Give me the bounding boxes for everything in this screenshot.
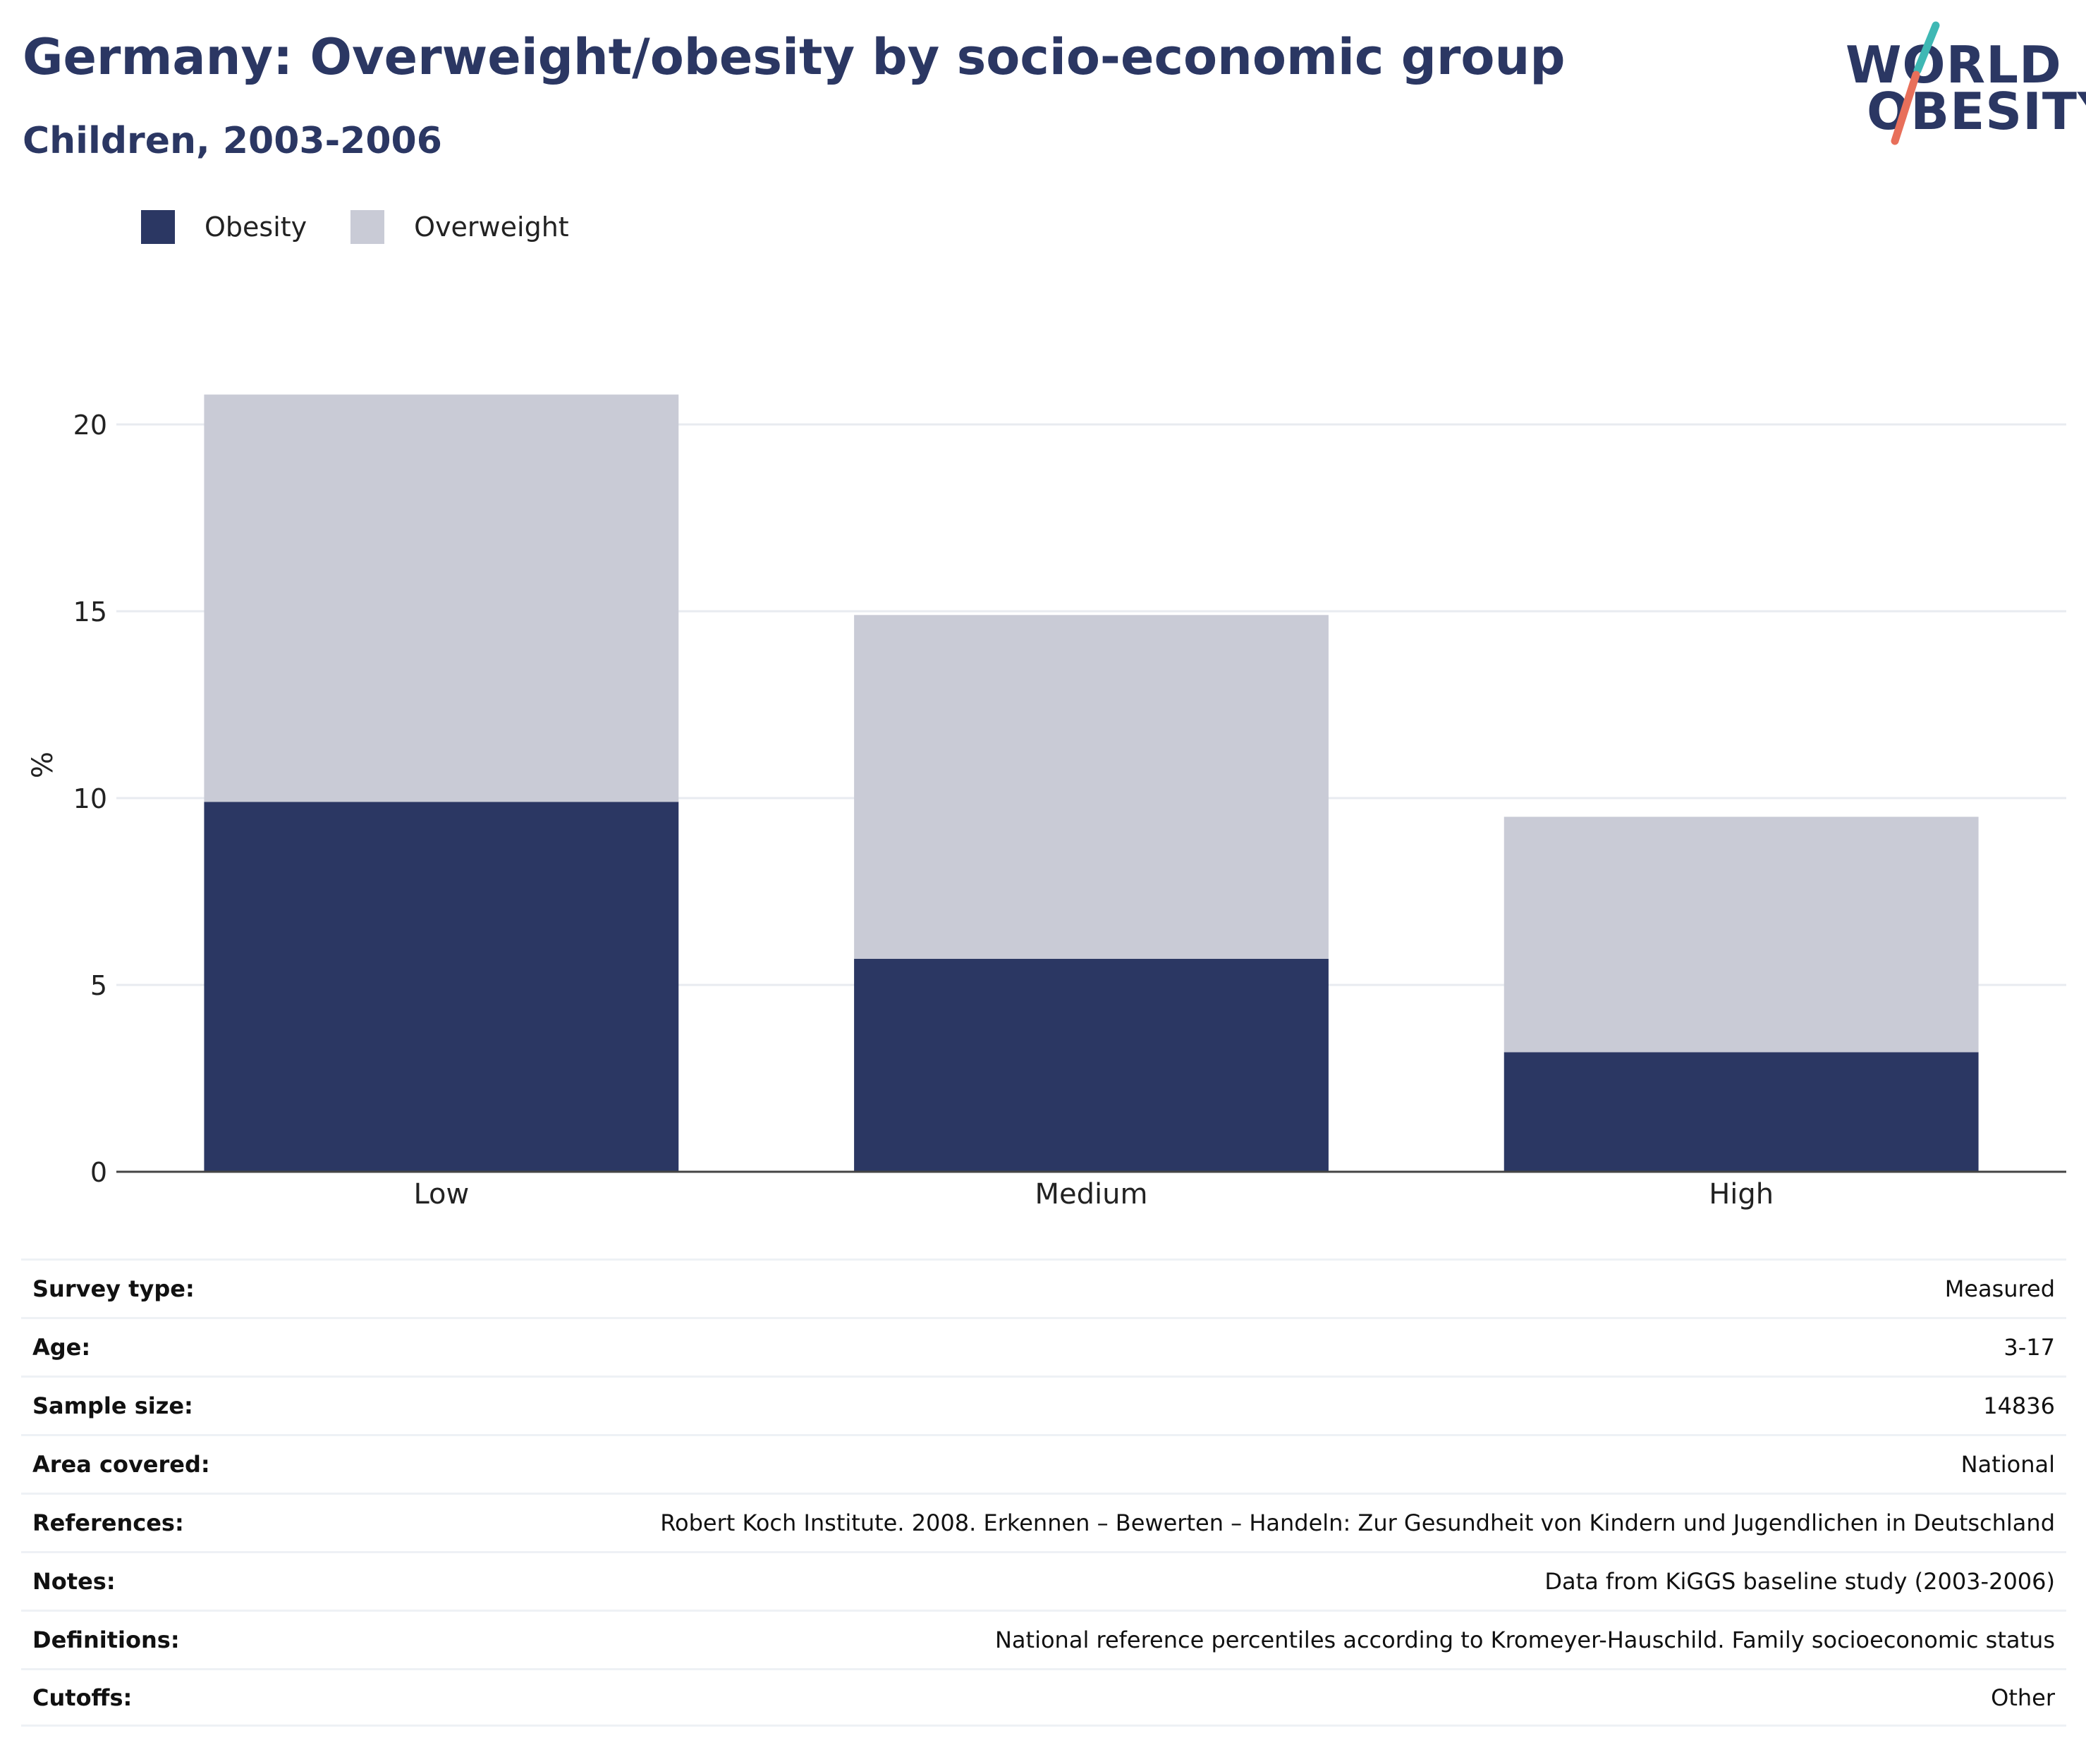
- info-label: Sample size:: [32, 1392, 193, 1419]
- logo-line1: WORLD: [1846, 35, 2062, 94]
- info-row: Definitions: National reference percentil…: [21, 1610, 2066, 1668]
- info-value: Other: [1991, 1684, 2055, 1711]
- x-tick-label: Low: [413, 1178, 469, 1211]
- info-value: 3-17: [2003, 1334, 2055, 1361]
- legend-label-overweight: Overweight: [414, 212, 569, 243]
- stacked-bar-chart: 0 5 10 15 20% Low Medium High: [27, 394, 2066, 1211]
- legend-item-obesity[interactable]: Obesity: [141, 210, 307, 244]
- info-label: Area covered:: [32, 1451, 210, 1478]
- info-value: Robert Koch Institute. 2008. Erkennen – …: [660, 1509, 2055, 1536]
- x-tick-label: High: [1709, 1178, 1774, 1211]
- survey-info-table: Survey type: Measured Age: 3-17 Sample size:…: [21, 1258, 2066, 1727]
- y-tick-label: 0: [90, 1157, 107, 1188]
- y-tick-label: 5: [90, 970, 107, 1001]
- info-value: 14836: [1983, 1392, 2055, 1419]
- info-value: Measured: [1944, 1275, 2055, 1302]
- info-label: Definitions:: [32, 1627, 180, 1653]
- bar-overweight-high: [1503, 816, 1979, 1053]
- info-row: References: Robert Koch Institute. 2008. …: [21, 1493, 2066, 1551]
- y-tick-label: 10: [73, 783, 107, 814]
- info-row: Sample size: 14836: [21, 1376, 2066, 1434]
- y-axis-label: %: [27, 752, 59, 778]
- info-row: Survey type: Measured: [21, 1258, 2066, 1317]
- x-tick-label: Medium: [1035, 1178, 1148, 1211]
- info-row: Area covered: National: [21, 1434, 2066, 1493]
- bar-obesity-low: [204, 802, 679, 1172]
- legend-label-obesity: Obesity: [205, 212, 307, 243]
- chart-legend: Obesity Overweight: [141, 210, 613, 244]
- bar-obesity-high: [1503, 1052, 1979, 1172]
- y-tick-label: 20: [73, 410, 107, 441]
- info-label: References:: [32, 1509, 184, 1536]
- world-obesity-logo: WORLD OBESITY: [1830, 20, 2086, 147]
- page-subtitle: Children, 2003-2006: [23, 120, 442, 162]
- info-label: Age:: [32, 1334, 91, 1361]
- page-title: Germany: Overweight/obesity by socio-eco…: [23, 28, 1566, 86]
- logo-slash-icon: [1891, 21, 1940, 145]
- info-value: Data from KiGGS baseline study (2003-200…: [1544, 1568, 2055, 1595]
- bar-obesity-medium: [854, 958, 1329, 1172]
- info-row: Cutoffs: Other: [21, 1668, 2066, 1727]
- y-tick-label: 15: [73, 596, 107, 627]
- legend-item-overweight[interactable]: Overweight: [350, 210, 569, 244]
- info-label: Survey type:: [32, 1275, 195, 1302]
- info-row: Notes: Data from KiGGS baseline study (20…: [21, 1551, 2066, 1610]
- bar-overweight-medium: [854, 615, 1329, 959]
- info-value: National: [1960, 1451, 2055, 1478]
- bar-overweight-low: [204, 394, 679, 802]
- info-value: National reference percentiles according…: [994, 1627, 2055, 1653]
- info-label: Notes:: [32, 1568, 116, 1595]
- legend-swatch-overweight: [350, 210, 385, 244]
- info-label: Cutoffs:: [32, 1684, 133, 1711]
- legend-swatch-obesity: [141, 210, 175, 244]
- info-row: Age: 3-17: [21, 1317, 2066, 1376]
